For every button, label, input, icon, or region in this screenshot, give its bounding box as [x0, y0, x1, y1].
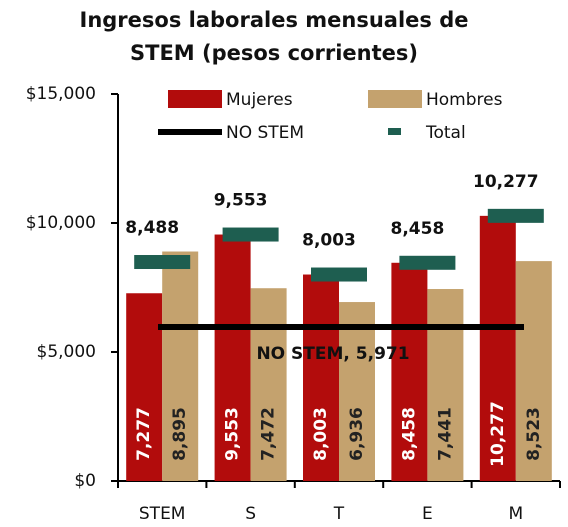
x-tick-label: E — [422, 504, 433, 524]
y-tick-label: $5,000 — [37, 342, 96, 362]
legend-label: NO STEM — [226, 123, 304, 143]
legend-swatch — [168, 90, 222, 108]
bar — [427, 289, 464, 481]
bar-value-label: 9,553 — [223, 407, 243, 461]
y-tick-label: $15,000 — [26, 84, 96, 104]
y-tick-label: $10,000 — [26, 213, 96, 233]
total-marker — [487, 208, 544, 223]
total-marker — [311, 267, 367, 282]
bar — [162, 251, 199, 481]
x-tick-label: STEM — [139, 504, 186, 524]
bar — [515, 261, 552, 481]
total-label: 10,277 — [473, 172, 539, 192]
total-marker — [134, 255, 191, 270]
bar-value-label: 6,936 — [347, 407, 367, 461]
bar — [214, 234, 251, 481]
legend-label: Mujeres — [226, 90, 293, 110]
total-label: 9,553 — [214, 191, 268, 211]
bar-value-label: 8,458 — [399, 407, 419, 461]
x-tick-label: M — [508, 504, 523, 524]
x-tick-label: S — [245, 504, 256, 524]
legend-swatch — [368, 90, 422, 108]
bar-value-label: 7,277 — [134, 407, 154, 461]
bar — [339, 302, 375, 481]
total-label: 8,003 — [302, 231, 356, 251]
legend-label: Total — [425, 123, 466, 143]
bar-value-label: 8,895 — [170, 407, 190, 461]
total-marker — [399, 255, 456, 270]
bar — [391, 262, 428, 481]
x-tick-label: T — [333, 504, 345, 524]
bar — [126, 293, 163, 481]
total-label: 8,488 — [125, 218, 179, 238]
reference-label: NO STEM, 5,971 — [256, 344, 409, 364]
legend-label: Hombres — [426, 90, 503, 110]
bar — [479, 215, 516, 481]
bar — [250, 288, 287, 481]
bar-value-label: 7,472 — [259, 407, 279, 461]
bar-value-label: 7,441 — [435, 407, 455, 461]
bar — [303, 274, 339, 481]
legend-swatch — [388, 128, 401, 135]
total-label: 8,458 — [391, 219, 445, 239]
bar-value-label: 10,277 — [488, 401, 508, 467]
bar-value-label: 8,523 — [524, 407, 544, 461]
bar-value-label: 8,003 — [311, 407, 331, 461]
total-marker — [222, 227, 279, 242]
chart-title: Ingresos laborales mensuales de STEM (pe… — [79, 8, 469, 65]
y-tick-label: $0 — [74, 471, 96, 491]
